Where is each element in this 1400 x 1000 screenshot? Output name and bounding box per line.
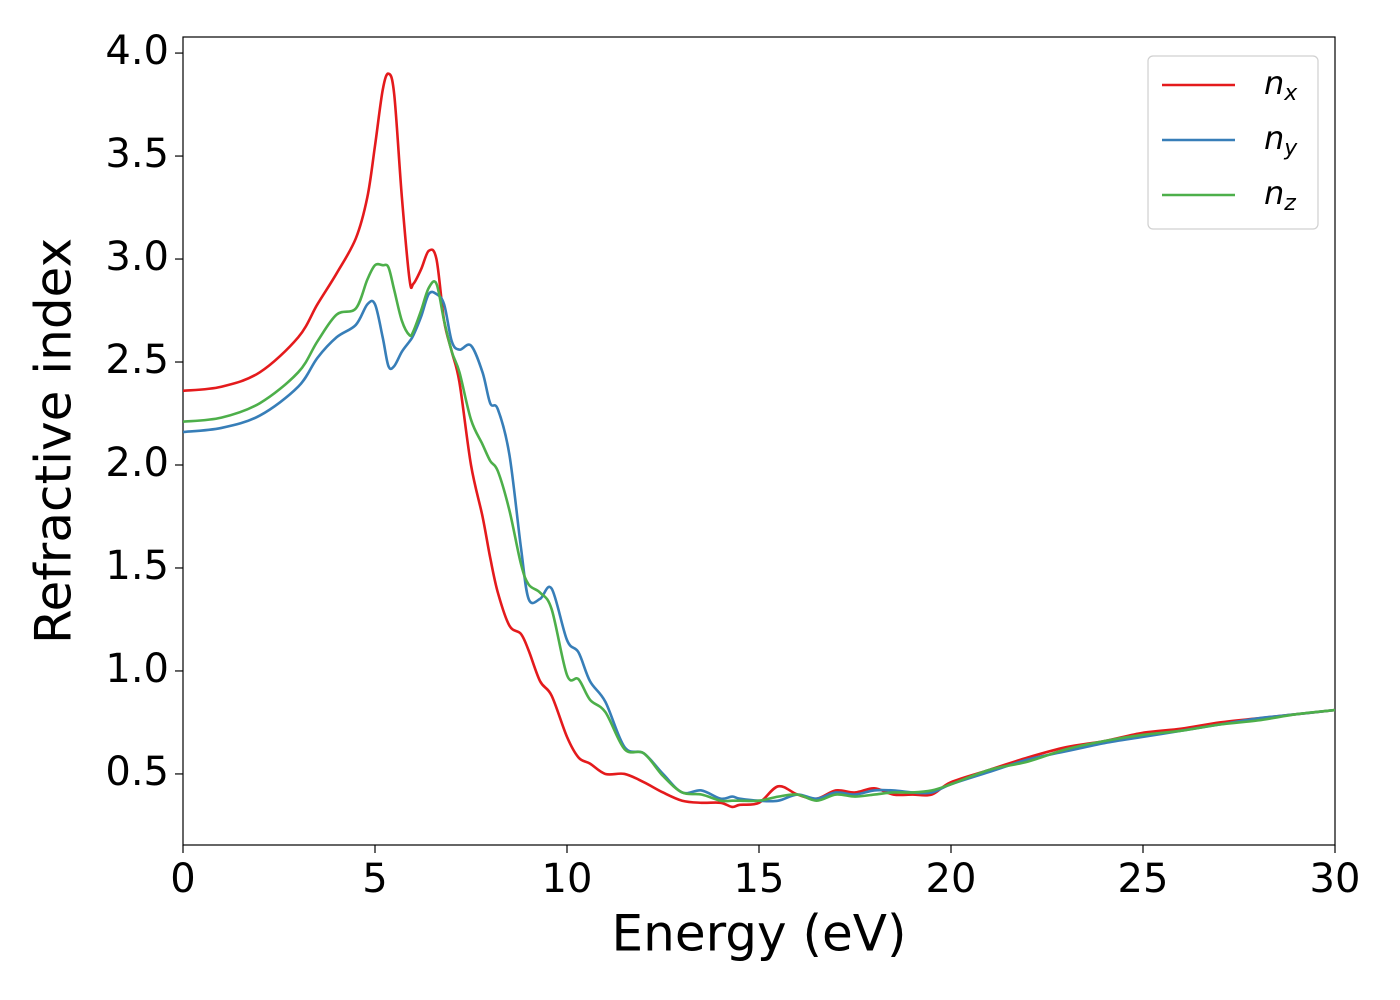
x-tick-label: 25 <box>1118 856 1169 902</box>
legend-main: n <box>1264 64 1284 102</box>
y-tick-label: 1.0 <box>105 646 169 692</box>
legend-label: nx <box>1264 64 1298 106</box>
y-tick-label: 2.5 <box>105 337 169 383</box>
x-tick-label: 15 <box>734 856 785 902</box>
y-tick-label: 0.5 <box>105 749 169 795</box>
legend-sub: z <box>1283 191 1296 216</box>
x-tick-label: 10 <box>542 856 593 902</box>
legend-main: n <box>1264 174 1284 212</box>
legend-box <box>1147 55 1319 230</box>
legend-label: ny <box>1264 119 1298 161</box>
y-tick-label: 1.5 <box>105 543 169 589</box>
y-tick-label: 2.0 <box>105 440 169 486</box>
series-line <box>183 262 1335 803</box>
y-tick-label: 3.0 <box>105 234 169 280</box>
x-tick-label: 30 <box>1310 856 1361 902</box>
x-axis-label: Energy (eV) <box>612 905 907 963</box>
legend-sub: y <box>1283 136 1298 161</box>
legend-main: n <box>1264 119 1284 157</box>
y-axis-label: Refractive index <box>25 238 83 644</box>
y-tick-label: 3.5 <box>105 131 169 177</box>
series-line <box>183 290 1335 803</box>
y-tick-label: 4.0 <box>105 28 169 74</box>
legend-sub: x <box>1283 81 1298 106</box>
legend-label: nz <box>1264 174 1296 216</box>
x-tick-label: 0 <box>170 856 195 902</box>
x-tick-label: 5 <box>362 856 387 902</box>
x-tick-label: 20 <box>926 856 977 902</box>
plot-lines <box>183 72 1335 809</box>
